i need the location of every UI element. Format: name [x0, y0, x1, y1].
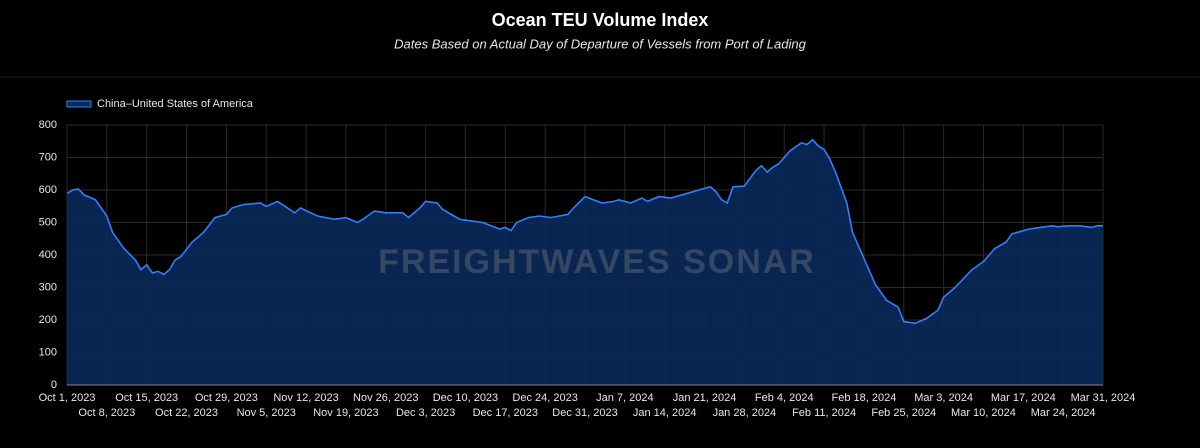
- line: [66, 138, 1103, 325]
- x-tick-label: Nov 19, 2023: [313, 407, 378, 419]
- x-tick-label: Jan 14, 2024: [633, 407, 697, 419]
- x-tick-label: Nov 26, 2023: [353, 392, 418, 404]
- legend-swatch: [66, 100, 92, 108]
- x-tick-label: Mar 31, 2024: [1071, 392, 1136, 404]
- y-tick-label: 200: [39, 314, 57, 326]
- chart-subtitle: Dates Based on Actual Day of Departure o…: [394, 36, 806, 51]
- x-tick-label: Oct 29, 2023: [195, 392, 258, 404]
- x-tick-label: Dec 24, 2023: [512, 392, 577, 404]
- x-tick-label: Oct 8, 2023: [78, 407, 135, 419]
- x-tick-label: Mar 10, 2024: [951, 407, 1016, 419]
- x-tick-label: Dec 17, 2023: [473, 407, 538, 419]
- y-tick-label: 0: [51, 379, 57, 391]
- y-tick-label: 500: [39, 216, 57, 228]
- x-tick-label: Feb 18, 2024: [832, 392, 897, 404]
- y-tick-label: 300: [39, 281, 57, 293]
- x-tick-label: Nov 12, 2023: [273, 392, 338, 404]
- x-tick-label: Dec 3, 2023: [396, 407, 455, 419]
- x-tick-label: Feb 25, 2024: [871, 407, 936, 419]
- watermark: FREIGHTWAVES SONAR: [378, 243, 816, 281]
- x-tick-label: Feb 4, 2024: [755, 392, 814, 404]
- x-tick-label: Feb 11, 2024: [792, 407, 856, 419]
- y-tick-label: 700: [39, 151, 57, 163]
- x-tick-label: Mar 3, 2024: [914, 392, 973, 404]
- area: [67, 139, 1103, 385]
- x-tick-label: Nov 5, 2023: [237, 407, 296, 419]
- x-tick-label: Oct 1, 2023: [39, 392, 96, 404]
- x-tick-label: Jan 21, 2024: [673, 392, 737, 404]
- y-tick-label: 100: [39, 346, 57, 358]
- x-tick-label: Jan 28, 2024: [713, 407, 777, 419]
- x-tick-label: Oct 22, 2023: [155, 407, 218, 419]
- x-tick-label: Jan 7, 2024: [596, 392, 654, 404]
- x-tick-label: Mar 17, 2024: [991, 392, 1056, 404]
- legend-label: China–United States of America: [97, 98, 254, 110]
- x-tick-label: Oct 15, 2023: [115, 392, 178, 404]
- x-tick-label: Dec 31, 2023: [552, 407, 617, 419]
- y-tick-label: 400: [39, 249, 57, 261]
- y-tick-label: 800: [39, 119, 57, 131]
- x-tick-label: Dec 10, 2023: [433, 392, 498, 404]
- chart-title: Ocean TEU Volume Index: [492, 10, 709, 30]
- y-tick-label: 600: [39, 184, 57, 196]
- x-tick-label: Mar 24, 2024: [1031, 407, 1096, 419]
